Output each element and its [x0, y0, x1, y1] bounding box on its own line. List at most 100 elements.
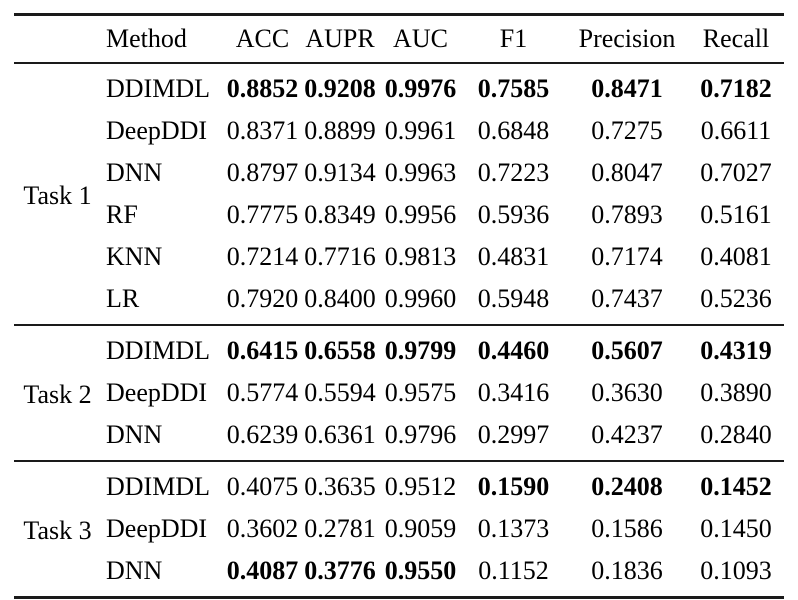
- method-cell: DeepDDI: [106, 116, 208, 145]
- table-row: Task 3 DDIMDL 0.4075 0.3635 0.9512 0.1590 0.24…: [14, 461, 784, 544]
- metric-value: 0.7182: [700, 74, 772, 103]
- metric-value: 0.9813: [384, 242, 457, 271]
- metric-value: 0.8371: [226, 116, 299, 145]
- metric-value: 0.4460: [477, 336, 550, 365]
- method-cell: DNN: [106, 158, 163, 187]
- metric-value: 0.1373: [477, 514, 550, 543]
- metric-value: 0.9960: [384, 284, 457, 313]
- metric-value: 0.9961: [384, 116, 457, 145]
- metric-value: 0.3890: [700, 378, 772, 407]
- metric-value: 0.9796: [384, 420, 457, 449]
- metric-value: 0.8797: [226, 158, 299, 187]
- metric-value: 0.7893: [591, 200, 663, 229]
- method-cell: DDIMDL: [106, 336, 210, 365]
- metric-value: 0.1450: [700, 514, 772, 543]
- method-cell: DDIMDL: [106, 472, 210, 501]
- task-group: Task 2 DDIMDL 0.6415 0.6558 0.9799 0.4460 0.56…: [14, 325, 784, 461]
- metric-value: 0.9059: [384, 514, 457, 543]
- method-cell: DNN: [106, 420, 163, 449]
- metric-value: 0.5236: [700, 284, 772, 313]
- table-row: DeepDDI 0.8371 0.8899 0.9961 0.6848 0.7275 0.6…: [14, 110, 784, 152]
- metric-value: 0.6361: [304, 420, 376, 449]
- metric-value: 0.8047: [591, 158, 663, 187]
- table-row: DeepDDI 0.5774 0.5594 0.9575 0.3416 0.3630 0.3…: [14, 372, 784, 414]
- metric-value: 0.7223: [477, 158, 550, 187]
- metric-value: 0.7214: [226, 242, 299, 271]
- metric-value: 0.9976: [384, 74, 457, 103]
- header-auc: AUC: [393, 24, 448, 53]
- table-row: KNN 0.7214 0.7716 0.9813 0.4831 0.7174 0.4081: [14, 236, 784, 278]
- header-f1: F1: [499, 24, 528, 53]
- metric-value: 0.6239: [226, 420, 299, 449]
- table-row: DNN 0.6239 0.6361 0.9796 0.2997 0.4237 0.2840: [14, 414, 784, 461]
- header-acc: ACC: [235, 24, 290, 53]
- metric-value: 0.8349: [304, 200, 376, 229]
- metric-value: 0.4081: [700, 242, 772, 271]
- method-cell: RF: [106, 200, 138, 229]
- task-group: Task 3 DDIMDL 0.4075 0.3635 0.9512 0.1590 0.24…: [14, 461, 784, 598]
- task-label: Task 2: [23, 380, 92, 409]
- header-aupr: AUPR: [305, 24, 375, 53]
- metric-value: 0.2408: [591, 472, 663, 501]
- metric-value: 0.2781: [304, 514, 376, 543]
- task-label: Task 3: [23, 516, 92, 545]
- method-cell: DeepDDI: [106, 378, 208, 407]
- metric-value: 0.8471: [591, 74, 663, 103]
- task-group: Task 1 DDIMDL 0.8852 0.9208 0.9976 0.7585 0.84…: [14, 63, 784, 325]
- metric-value: 0.1836: [591, 556, 663, 585]
- metric-value: 0.5607: [591, 336, 663, 365]
- metric-value: 0.9963: [384, 158, 457, 187]
- metric-value: 0.7437: [591, 284, 663, 313]
- method-cell: DeepDDI: [106, 514, 208, 543]
- metric-value: 0.2840: [700, 420, 772, 449]
- metric-value: 0.4237: [591, 420, 663, 449]
- metric-value: 0.9512: [384, 472, 457, 501]
- method-cell: LR: [106, 284, 140, 313]
- table-row: DeepDDI 0.3602 0.2781 0.9059 0.1373 0.1586 0.1…: [14, 508, 784, 550]
- metric-value: 0.6611: [700, 116, 772, 145]
- metric-value: 0.1093: [700, 556, 772, 585]
- metric-value: 0.8899: [304, 116, 376, 145]
- metric-value: 0.6848: [477, 116, 550, 145]
- header-task-spacer: [14, 15, 101, 64]
- header-precision: Precision: [578, 24, 676, 53]
- metric-value: 0.9208: [304, 74, 376, 103]
- metric-value: 0.9575: [384, 378, 457, 407]
- metric-value: 0.9550: [384, 556, 457, 585]
- metric-value: 0.8852: [226, 74, 299, 103]
- metric-value: 0.7174: [591, 242, 663, 271]
- metric-value: 0.7775: [226, 200, 299, 229]
- metric-value: 0.3776: [304, 556, 376, 585]
- metric-value: 0.1586: [591, 514, 663, 543]
- table-row: DNN 0.4087 0.3776 0.9550 0.1152 0.1836 0.1093: [14, 550, 784, 598]
- metric-value: 0.6415: [226, 336, 299, 365]
- metric-value: 0.3630: [591, 378, 663, 407]
- metric-value: 0.8400: [304, 284, 376, 313]
- method-cell: DDIMDL: [106, 74, 210, 103]
- metric-value: 0.3416: [477, 378, 550, 407]
- table-row: DNN 0.8797 0.9134 0.9963 0.7223 0.8047 0.7027: [14, 152, 784, 194]
- method-cell: KNN: [106, 242, 163, 271]
- metric-value: 0.6558: [304, 336, 376, 365]
- header-row: Method ACC AUPR AUC F1 Precision Recall: [14, 15, 784, 64]
- metric-value: 0.3602: [226, 514, 299, 543]
- metric-value: 0.4075: [226, 472, 299, 501]
- metric-value: 0.1590: [477, 472, 550, 501]
- table-row: LR 0.7920 0.8400 0.9960 0.5948 0.7437 0.5236: [14, 278, 784, 325]
- table-row: RF 0.7775 0.8349 0.9956 0.5936 0.7893 0.5161: [14, 194, 784, 236]
- table-row: Task 2 DDIMDL 0.6415 0.6558 0.9799 0.4460 0.56…: [14, 325, 784, 408]
- header-recall: Recall: [702, 24, 770, 53]
- table-row: Task 1 DDIMDL 0.8852 0.9208 0.9976 0.7585 0.84…: [14, 63, 784, 209]
- metric-value: 0.5161: [700, 200, 772, 229]
- metric-value: 0.7275: [591, 116, 663, 145]
- metric-value: 0.3635: [304, 472, 376, 501]
- metric-value: 0.5774: [226, 378, 299, 407]
- metric-value: 0.5948: [477, 284, 550, 313]
- header-method: Method: [106, 24, 187, 53]
- table-header: Method ACC AUPR AUC F1 Precision Recall: [14, 15, 784, 64]
- metric-value: 0.4087: [226, 556, 299, 585]
- task-label: Task 1: [23, 181, 92, 210]
- metric-value: 0.5936: [477, 200, 550, 229]
- metric-value: 0.1152: [478, 556, 549, 585]
- metric-value: 0.2997: [477, 420, 550, 449]
